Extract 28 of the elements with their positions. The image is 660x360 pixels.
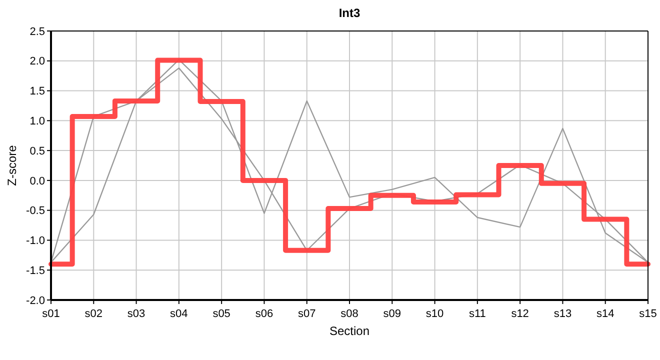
y-tick-label: 0.0 (30, 175, 45, 188)
x-tick-label: s10 (426, 308, 444, 320)
x-tick-label: s07 (298, 308, 316, 320)
x-tick-label: s08 (340, 308, 358, 320)
x-tick-label: s13 (554, 308, 572, 320)
x-tick-label: s12 (511, 308, 529, 320)
y-tick-label: 1.0 (30, 116, 45, 128)
x-axis-title: Section (329, 324, 370, 338)
x-tick-label: s14 (596, 308, 614, 320)
y-tick-label: 0.5 (30, 145, 45, 158)
y-tick-label: -0.5 (26, 205, 45, 218)
x-tick-label: s05 (212, 308, 230, 320)
x-tick-label: s03 (127, 308, 146, 320)
x-tick-label: s15 (639, 308, 657, 320)
x-tick-label: s01 (42, 308, 60, 320)
x-tick-label: s02 (84, 308, 103, 320)
y-tick-label: 1.5 (30, 86, 45, 98)
y-tick-label: 2.5 (30, 26, 45, 38)
y-tick-label: 2.0 (30, 56, 45, 68)
y-tick-label: -1.0 (26, 235, 45, 248)
x-tick-label: s06 (255, 308, 274, 320)
y-tick-label: -1.5 (26, 264, 45, 277)
x-tick-label: s09 (383, 308, 402, 320)
x-tick-label: s04 (170, 308, 188, 320)
x-tick-label: s11 (468, 308, 486, 320)
y-axis-title: Z-score (5, 144, 19, 186)
chart-title: Int3 (338, 6, 360, 20)
y-tick-label: -2.0 (26, 294, 45, 307)
